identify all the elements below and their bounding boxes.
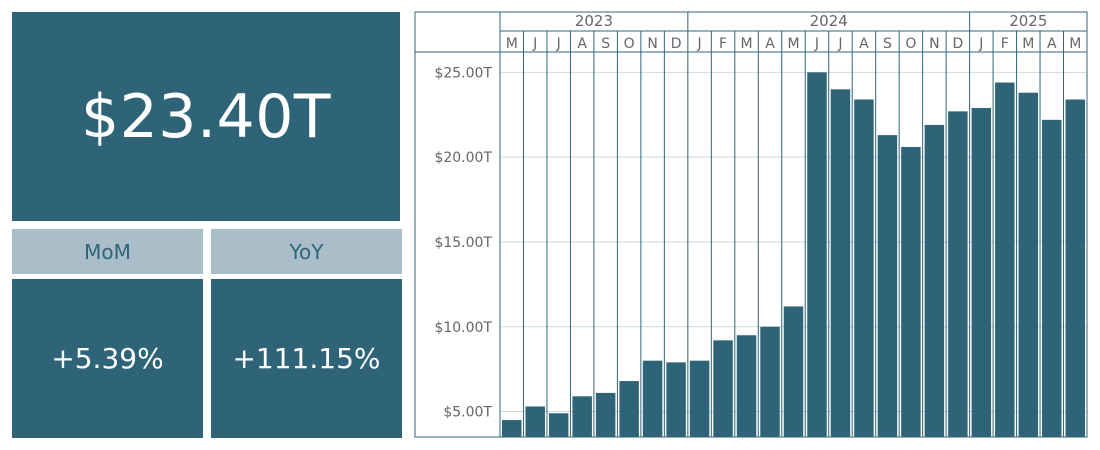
month-label: N bbox=[929, 36, 939, 52]
month-label: J bbox=[837, 36, 842, 52]
bar bbox=[854, 99, 874, 437]
bar bbox=[877, 135, 898, 438]
y-tick-label: $5.00T bbox=[443, 405, 492, 421]
yoy-value: +111.15% bbox=[232, 342, 381, 375]
month-label: F bbox=[1001, 36, 1009, 52]
month-label: D bbox=[952, 36, 963, 52]
total-value-card: $23.40T bbox=[12, 12, 400, 221]
bar bbox=[971, 107, 992, 437]
month-label: A bbox=[577, 36, 587, 52]
bar bbox=[995, 82, 1015, 438]
bar bbox=[736, 335, 757, 437]
mom-card: +5.39% bbox=[12, 279, 203, 438]
bar bbox=[807, 72, 827, 438]
y-tick-label: $10.00T bbox=[434, 320, 492, 336]
month-label: A bbox=[859, 36, 869, 52]
total-value: $23.40T bbox=[80, 81, 332, 152]
year-label: 2024 bbox=[810, 12, 848, 30]
month-label: D bbox=[671, 36, 682, 52]
month-label: M bbox=[1022, 36, 1034, 52]
bar bbox=[1042, 119, 1062, 438]
bar bbox=[1018, 92, 1039, 438]
month-label: M bbox=[740, 36, 752, 52]
month-label: J bbox=[532, 36, 537, 52]
y-tick-label: $15.00T bbox=[434, 235, 492, 251]
bar bbox=[1065, 99, 1085, 437]
bar bbox=[689, 360, 710, 437]
bar bbox=[502, 420, 522, 437]
month-label: A bbox=[765, 36, 775, 52]
month-label: S bbox=[883, 36, 892, 52]
year-label: 2025 bbox=[1009, 12, 1047, 30]
month-label: A bbox=[1047, 36, 1057, 52]
yoy-label: YoY bbox=[289, 239, 324, 264]
bar bbox=[713, 340, 733, 437]
y-tick-label: $20.00T bbox=[434, 150, 492, 166]
yoy-card: +111.15% bbox=[211, 279, 402, 438]
month-label: J bbox=[697, 36, 702, 52]
bar bbox=[595, 392, 616, 437]
bar bbox=[642, 360, 663, 437]
month-label: M bbox=[506, 36, 518, 52]
month-label: N bbox=[647, 36, 657, 52]
y-tick-label: $25.00T bbox=[434, 65, 492, 81]
month-label: J bbox=[556, 36, 561, 52]
yoy-header: YoY bbox=[211, 229, 402, 274]
month-label: J bbox=[814, 36, 819, 52]
bar bbox=[901, 146, 921, 437]
month-label: S bbox=[601, 36, 610, 52]
bar bbox=[924, 124, 945, 438]
bar bbox=[783, 306, 804, 437]
year-label: 2023 bbox=[575, 12, 613, 30]
month-label: O bbox=[905, 36, 916, 52]
bar bbox=[572, 396, 592, 437]
bar bbox=[666, 362, 686, 437]
mom-value: +5.39% bbox=[51, 342, 164, 375]
month-label: F bbox=[719, 36, 727, 52]
mom-header: MoM bbox=[12, 229, 203, 274]
month-label: M bbox=[787, 36, 799, 52]
bar bbox=[525, 406, 545, 437]
month-label: O bbox=[624, 36, 635, 52]
bar bbox=[830, 89, 851, 437]
bar bbox=[548, 413, 569, 437]
bar bbox=[948, 111, 968, 437]
bar bbox=[760, 326, 780, 437]
month-label: J bbox=[978, 36, 983, 52]
bar bbox=[619, 381, 639, 437]
month-label: M bbox=[1069, 36, 1081, 52]
mom-label: MoM bbox=[84, 239, 131, 264]
